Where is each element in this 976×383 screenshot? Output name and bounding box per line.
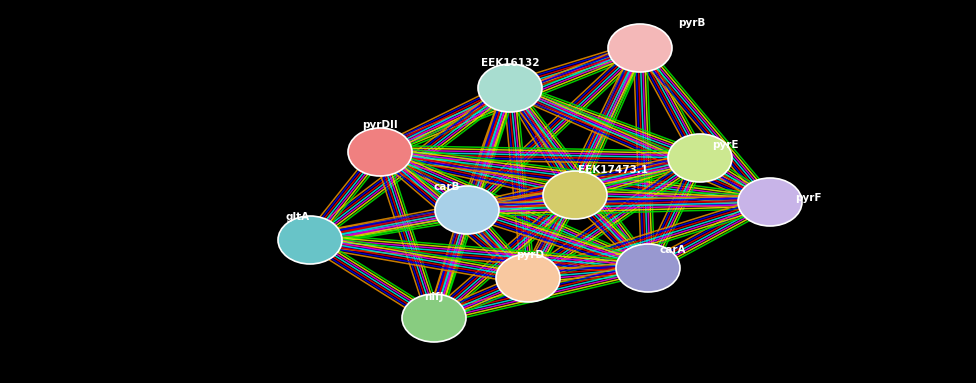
Text: gltA: gltA bbox=[286, 212, 310, 222]
Ellipse shape bbox=[478, 64, 542, 112]
Ellipse shape bbox=[348, 128, 412, 176]
Text: pyrF: pyrF bbox=[795, 193, 822, 203]
Text: pyrD: pyrD bbox=[516, 250, 544, 260]
Ellipse shape bbox=[278, 216, 342, 264]
Text: nifJ: nifJ bbox=[425, 292, 444, 302]
Ellipse shape bbox=[402, 294, 466, 342]
Ellipse shape bbox=[435, 186, 499, 234]
Ellipse shape bbox=[608, 24, 672, 72]
Text: carA: carA bbox=[660, 245, 686, 255]
Text: EEK16132: EEK16132 bbox=[481, 58, 540, 68]
Text: EEK17473.1: EEK17473.1 bbox=[578, 165, 648, 175]
Text: pyrB: pyrB bbox=[678, 18, 706, 28]
Ellipse shape bbox=[668, 134, 732, 182]
Ellipse shape bbox=[738, 178, 802, 226]
Text: pyrE: pyrE bbox=[712, 140, 739, 150]
Ellipse shape bbox=[496, 254, 560, 302]
Text: pyrDII: pyrDII bbox=[362, 120, 398, 130]
Text: carB: carB bbox=[433, 182, 460, 192]
Ellipse shape bbox=[616, 244, 680, 292]
Ellipse shape bbox=[543, 171, 607, 219]
